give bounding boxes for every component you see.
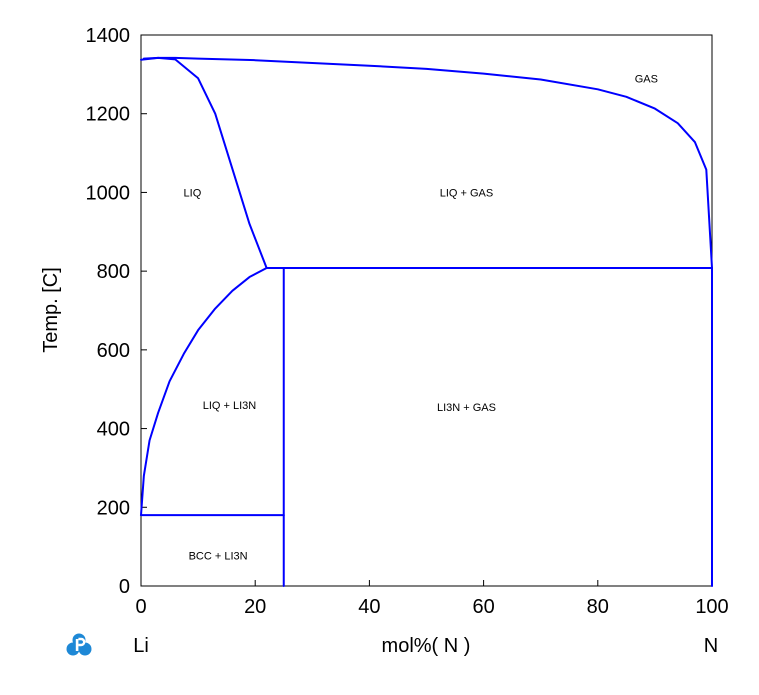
y-tick-label: 1200	[86, 104, 131, 126]
phase-region-label: LIQ + GAS	[440, 187, 494, 199]
pandat-logo-icon	[66, 633, 92, 656]
phase-region-labels: GAS LIQ LIQ + GAS LIQ + LI3N LI3N + GAS BCC +…	[184, 73, 658, 562]
x-axis-title: mol%( N )	[382, 635, 471, 657]
y-axis-title: Temp. [C]	[40, 267, 62, 353]
y-tick-label: 0	[119, 576, 130, 598]
y-tick-label: 1000	[86, 182, 131, 204]
x-tick-label: 20	[244, 596, 266, 618]
phase-boundaries	[140, 56, 713, 587]
right-component-label: N	[704, 635, 718, 657]
x-tick-label: 40	[358, 596, 380, 618]
y-axis-ticks: 0 200 400 600 800 1000 1200 1400	[86, 25, 147, 598]
phase-region-label: GAS	[635, 73, 658, 85]
left-component-label: Li	[133, 635, 149, 657]
x-tick-label: 0	[135, 596, 146, 618]
phase-region-label: LI3N + GAS	[437, 402, 496, 414]
y-tick-label: 200	[97, 497, 130, 519]
x-axis-ticks: 0 20 40 60 80 100	[135, 580, 729, 618]
plot-frame	[140, 34, 713, 587]
phase-boundary-line	[140, 266, 268, 517]
y-tick-label: 600	[97, 340, 130, 362]
y-tick-label: 400	[97, 419, 130, 441]
x-tick-label: 100	[695, 596, 728, 618]
phase-region-label: LIQ + LI3N	[203, 400, 257, 412]
x-tick-label: 60	[472, 596, 494, 618]
x-tick-label: 80	[587, 596, 609, 618]
phase-region-label: BCC + LI3N	[189, 551, 248, 563]
phase-boundary-line	[142, 56, 268, 269]
phase-region-label: LIQ	[184, 187, 202, 199]
y-tick-label: 800	[97, 261, 130, 283]
phase-boundary-line	[140, 56, 713, 269]
y-tick-label: 1400	[86, 25, 131, 47]
